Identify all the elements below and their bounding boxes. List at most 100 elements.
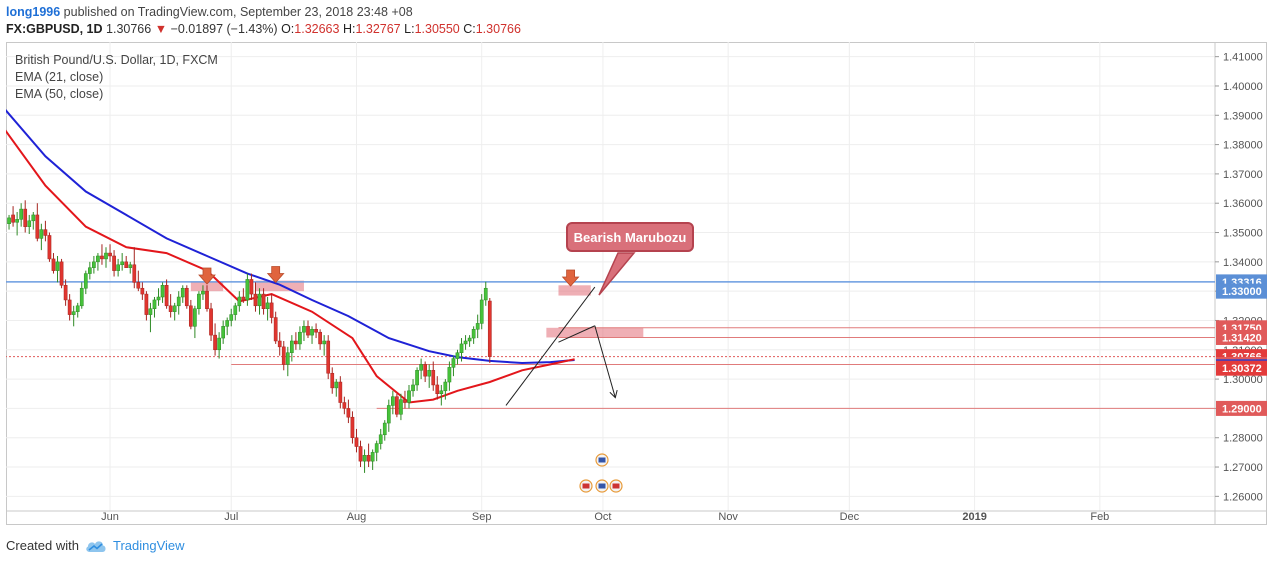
candle-body-18 — [75, 305, 80, 312]
candle-body-75 — [306, 326, 310, 336]
candle-body-107 — [435, 384, 440, 394]
candle-body-25 — [104, 252, 108, 260]
y-tick-label-0: 1.41000 — [1223, 52, 1263, 64]
candle-body-105 — [427, 370, 432, 377]
candle-body-2 — [11, 214, 15, 223]
x-tick-label-3: Sep — [472, 511, 492, 523]
candle-body-39 — [160, 285, 165, 298]
bearish-marubozu-callout: Bearish Marubozu — [566, 222, 694, 252]
candle-body-67 — [273, 317, 278, 342]
open-value: 1.32663 — [294, 22, 340, 36]
candle-body-65 — [265, 302, 270, 309]
candle-body-33 — [136, 282, 141, 289]
price-label-8: 1.29000 — [1222, 403, 1262, 415]
candle-body-37 — [152, 299, 157, 309]
candle-body-8 — [35, 214, 40, 239]
candle-body-41 — [168, 305, 173, 312]
legend-ema50: EMA (50, close) — [15, 87, 104, 101]
candle-body-31 — [128, 264, 133, 268]
x-tick-label-4: Oct — [594, 511, 611, 523]
candle-body-79 — [322, 340, 327, 345]
candle-body-66 — [269, 302, 274, 318]
legend-title: British Pound/U.S. Dollar, 1D, FXCM — [15, 53, 218, 67]
candle-body-114 — [463, 340, 468, 345]
candle-body-28 — [116, 264, 120, 271]
price-label-bg-8 — [1216, 400, 1267, 416]
candle-body-83 — [338, 381, 343, 403]
candle-body-5 — [23, 208, 28, 227]
callout-pointer — [598, 252, 636, 296]
candle-body-38 — [156, 296, 161, 301]
resistance-zone-2 — [558, 285, 591, 296]
candle-body-96 — [390, 396, 395, 406]
candle-body-82 — [334, 381, 339, 389]
y-tick-label-6: 1.35000 — [1223, 228, 1263, 240]
high-value: 1.32767 — [355, 22, 401, 36]
candle-body-68 — [277, 340, 282, 348]
author-link[interactable]: long1996 — [6, 5, 61, 19]
price-label-bg-3 — [1216, 329, 1267, 345]
candle-body-32 — [132, 264, 137, 283]
candle-body-55 — [225, 320, 230, 327]
candle-body-87 — [354, 437, 359, 447]
candle-body-89 — [362, 455, 367, 462]
candle-body-52 — [213, 334, 217, 351]
candle-body-94 — [382, 422, 387, 436]
candle-body-61 — [249, 279, 254, 295]
tradingview-link[interactable]: TradingView — [112, 538, 185, 553]
candle-body-98 — [399, 399, 403, 415]
candle-body-62 — [253, 293, 258, 307]
candle-body-85 — [346, 408, 351, 418]
trendline-0 — [505, 286, 596, 406]
candle-body-109 — [443, 381, 448, 392]
candle-body-14 — [59, 261, 64, 286]
down-arrow-marker-2 — [561, 269, 580, 287]
candle-body-21 — [87, 267, 92, 274]
price-label-7: 1.30372 — [1222, 363, 1262, 375]
candle-body-44 — [180, 287, 185, 298]
y-tick-label-14: 1.27000 — [1223, 462, 1263, 474]
candle-body-29 — [120, 261, 125, 266]
candle-body-45 — [184, 287, 189, 307]
close-value: 1.30766 — [475, 22, 521, 36]
candle-body-16 — [67, 299, 72, 315]
candle-body-102 — [415, 370, 419, 386]
candle-body-22 — [92, 261, 96, 268]
last-price: 1.30766 — [106, 22, 152, 36]
low-value: 1.30550 — [414, 22, 460, 36]
x-tick-label-1: Jul — [224, 511, 238, 523]
candle-body-10 — [43, 229, 48, 236]
flag-fill-icon-0 — [598, 457, 606, 463]
candle-body-81 — [330, 372, 335, 389]
candle-body-78 — [318, 331, 322, 345]
candle-body-63 — [257, 293, 262, 307]
x-tick-label-2: Aug — [347, 511, 367, 523]
tradingview-cloud-icon — [86, 540, 106, 552]
low-label: L: — [404, 22, 415, 36]
candle-body-100 — [407, 390, 411, 403]
x-tick-label-7: 2019 — [962, 511, 986, 523]
candle-body-24 — [100, 255, 104, 260]
created-with-label: Created with — [6, 538, 79, 553]
y-tick-label-13: 1.28000 — [1223, 433, 1263, 445]
candle-body-9 — [39, 229, 44, 239]
candle-body-12 — [51, 258, 56, 271]
trendline-2 — [594, 325, 615, 397]
y-tick-label-5: 1.36000 — [1223, 198, 1263, 210]
candle-body-47 — [193, 308, 197, 327]
footer: Created with TradingView — [6, 538, 185, 553]
candle-body-77 — [314, 329, 318, 333]
candle-body-97 — [395, 396, 399, 415]
price-label-3: 1.31420 — [1222, 332, 1262, 344]
price-chart[interactable]: 1.41000 1.40000 1.39000 1.38000 1.37000 1.360… — [6, 42, 1267, 525]
candle-body-115 — [467, 337, 472, 342]
candle-body-103 — [419, 364, 423, 371]
y-tick-label-11: 1.30000 — [1223, 374, 1263, 386]
flag-fill-icon-2 — [598, 483, 606, 489]
candle-body-91 — [370, 452, 375, 462]
candle-body-54 — [221, 326, 226, 339]
trendline-1 — [558, 325, 596, 343]
legend-ema21: EMA (21, close) — [15, 70, 104, 84]
candle-body-71 — [289, 340, 294, 353]
y-tick-label-4: 1.37000 — [1223, 169, 1263, 181]
